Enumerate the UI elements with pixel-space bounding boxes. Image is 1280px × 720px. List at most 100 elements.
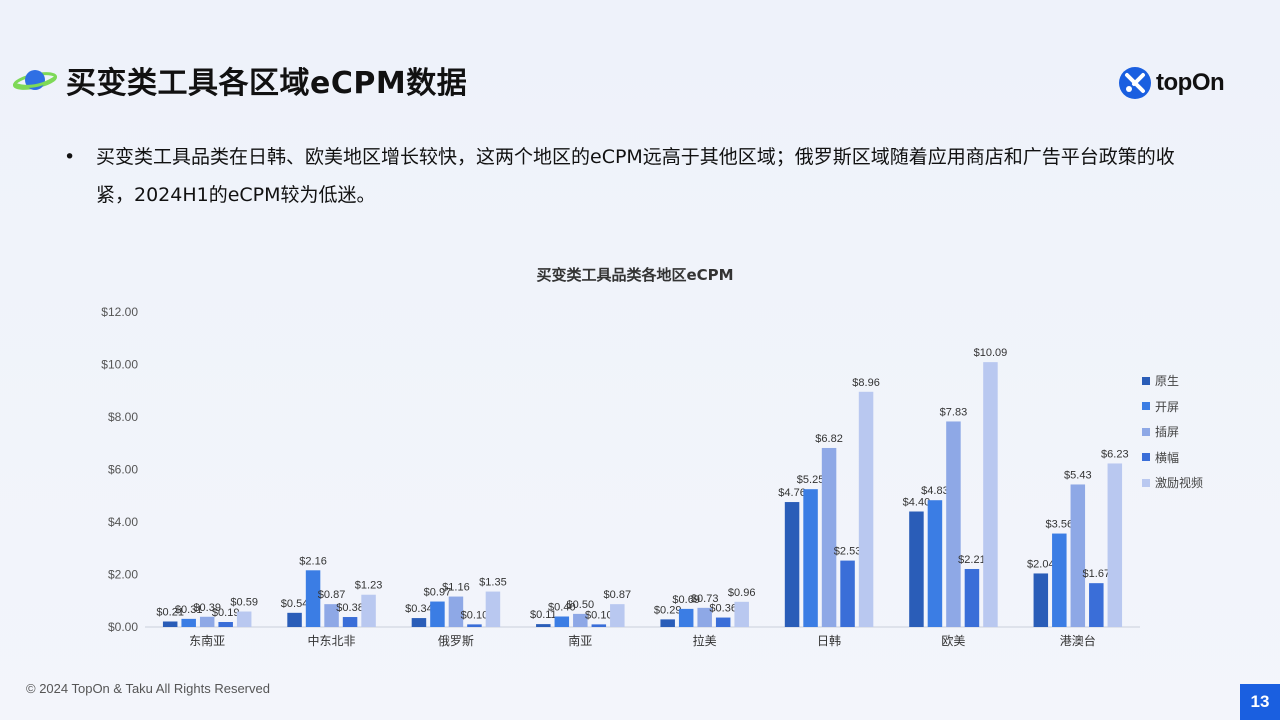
data-label: $0.96 (728, 587, 756, 599)
bar (536, 624, 551, 627)
legend-label: 开屏 (1155, 399, 1180, 414)
bar (591, 624, 607, 627)
legend-item: 激励视频 (1142, 470, 1203, 496)
legend-item: 开屏 (1142, 394, 1203, 420)
legend-item: 插屏 (1142, 419, 1203, 445)
bar (697, 607, 712, 627)
y-tick-label: $6.00 (108, 463, 138, 477)
bar (803, 489, 818, 627)
data-label: $2.04 (1027, 558, 1055, 570)
bar (448, 596, 464, 627)
data-label: $0.19 (212, 607, 240, 619)
data-label: $0.54 (281, 598, 309, 610)
category-label: 东南亚 (189, 633, 225, 648)
bar (983, 362, 998, 627)
data-label: $0.34 (405, 603, 433, 615)
bar (411, 618, 427, 627)
data-label: $0.87 (604, 589, 632, 601)
data-label: $10.09 (974, 347, 1008, 359)
bar (821, 447, 837, 627)
bar (573, 613, 588, 627)
data-label: $0.69 (672, 594, 700, 606)
bar (324, 604, 339, 627)
y-tick-label: $8.00 (108, 410, 138, 424)
data-label: $0.97 (424, 587, 452, 599)
bar (715, 617, 731, 627)
bar (199, 616, 215, 627)
bar (734, 601, 749, 627)
data-label: $0.87 (318, 589, 346, 601)
data-label: $0.36 (709, 603, 737, 615)
bar (840, 560, 855, 627)
y-tick-label: $12.00 (101, 305, 138, 319)
title-bar: 买变类工具各区域eCPM数据 (12, 58, 467, 102)
bar (162, 621, 178, 627)
legend-swatch (1142, 427, 1150, 436)
y-tick-label: $4.00 (108, 515, 138, 529)
bar (1089, 583, 1104, 627)
data-label: $1.35 (479, 577, 507, 589)
data-label: $0.10 (461, 609, 489, 621)
data-label: $4.83 (921, 485, 949, 497)
data-label: $0.73 (691, 593, 719, 605)
data-label: $0.59 (230, 597, 258, 609)
category-label: 日韩 (817, 633, 841, 648)
bar (678, 608, 694, 627)
chart-legend: 原生 开屏 插屏 横幅 激励视频 (1142, 368, 1203, 496)
category-label: 南亚 (568, 633, 592, 648)
bar (287, 612, 302, 627)
data-label: $0.11 (530, 609, 557, 621)
category-label: 俄罗斯 (438, 634, 474, 648)
topon-logo-icon (1119, 67, 1151, 99)
bar (784, 502, 800, 627)
legend-swatch (1142, 376, 1150, 385)
data-label: $2.53 (834, 546, 862, 558)
bullet-text: 买变类工具品类在日韩、欧美地区增长较快，这两个地区的eCPM远高于其他区域；俄罗… (96, 146, 1175, 206)
data-label: $0.38 (336, 602, 364, 614)
bar (361, 594, 376, 627)
data-label: $0.29 (654, 604, 682, 616)
data-label: $1.23 (355, 580, 383, 592)
data-label: $0.40 (548, 602, 576, 614)
data-label: $2.16 (299, 555, 327, 567)
bar (610, 604, 625, 627)
bar (236, 611, 252, 627)
bar (1070, 484, 1086, 627)
legend-swatch (1142, 402, 1150, 411)
data-label: $0.50 (567, 599, 595, 611)
legend-item: 横幅 (1142, 445, 1203, 471)
chart-title: 买变类工具品类各地区eCPM (536, 266, 734, 284)
bar (1107, 463, 1123, 627)
data-label: $6.82 (815, 433, 843, 445)
topon-logo: topOn (1118, 66, 1225, 100)
bar (430, 601, 445, 627)
bar-chart: $0.00 $2.00 $4.00 $6.00 $8.00 $10.00 $12.00 $0.… (101, 305, 1140, 648)
copyright-footer: © 2024 TopOn & Taku All Rights Reserved (26, 681, 270, 696)
category-label: 中东北非 (308, 633, 356, 648)
logo-text: topOn (1156, 69, 1225, 96)
bar (181, 618, 196, 627)
data-label: $4.40 (903, 497, 931, 509)
bar (909, 511, 924, 627)
legend-label: 横幅 (1155, 450, 1180, 465)
legend-swatch (1142, 453, 1150, 462)
y-tick-label: $2.00 (108, 568, 138, 582)
data-label: $0.31 (175, 604, 203, 616)
legend-label: 插屏 (1155, 425, 1180, 440)
category-label: 欧美 (941, 634, 965, 648)
bar (927, 500, 943, 627)
data-label: $5.25 (797, 474, 825, 486)
category-label: 拉美 (693, 633, 717, 648)
bar (342, 617, 358, 627)
data-label: $0.39 (193, 602, 221, 614)
data-label: $0.21 (156, 606, 184, 618)
data-label: $4.76 (778, 487, 806, 499)
data-label: $5.43 (1064, 469, 1092, 481)
data-label: $8.96 (852, 377, 880, 389)
bar (218, 622, 233, 627)
data-label: $1.16 (442, 582, 470, 594)
bar (1033, 573, 1049, 627)
legend-swatch (1142, 478, 1150, 487)
planet-icon (12, 70, 58, 90)
bar (485, 591, 501, 627)
